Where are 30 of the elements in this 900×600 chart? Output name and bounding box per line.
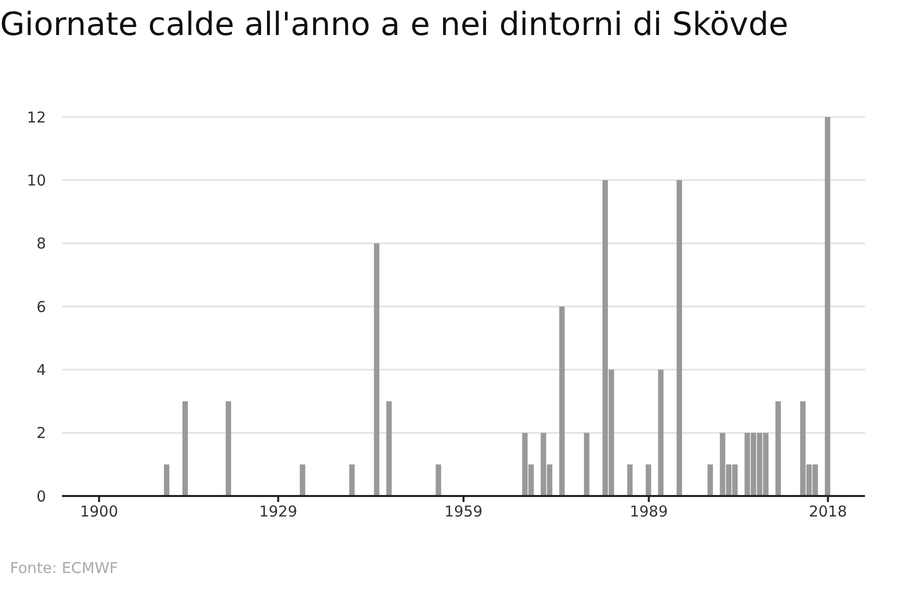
bar [824, 117, 830, 496]
x-tick-label: 1989 [630, 502, 668, 521]
x-tick-label: 1959 [444, 502, 483, 521]
bar [658, 370, 664, 496]
y-tick-label: 4 [36, 360, 46, 379]
y-tick-label: 6 [36, 298, 46, 316]
bar [676, 180, 682, 496]
x-tick-label: 2018 [808, 502, 848, 521]
y-tick-label: 2 [36, 424, 46, 442]
bar [386, 401, 392, 496]
chart-title: Giornate calde all'anno a e nei dintorni di Skövde [0, 4, 788, 44]
source-note: Fonte: ECMWF [10, 559, 118, 577]
y-tick-label: 8 [36, 234, 46, 253]
bar [559, 306, 565, 496]
y-tick-label: 10 [26, 171, 46, 190]
bar [349, 464, 355, 496]
bar [374, 243, 380, 496]
bar [164, 464, 170, 496]
x-tick-label: 1900 [80, 502, 118, 521]
bar [627, 464, 633, 496]
x-tick-label: 1929 [259, 502, 298, 521]
bar [707, 464, 713, 496]
bar [182, 401, 188, 496]
bar [646, 464, 652, 496]
y-tick-label: 0 [36, 487, 46, 506]
bar [584, 432, 590, 496]
bar [775, 401, 781, 496]
y-tick-label: 12 [26, 108, 46, 126]
bar [226, 401, 232, 496]
bar [436, 464, 442, 496]
